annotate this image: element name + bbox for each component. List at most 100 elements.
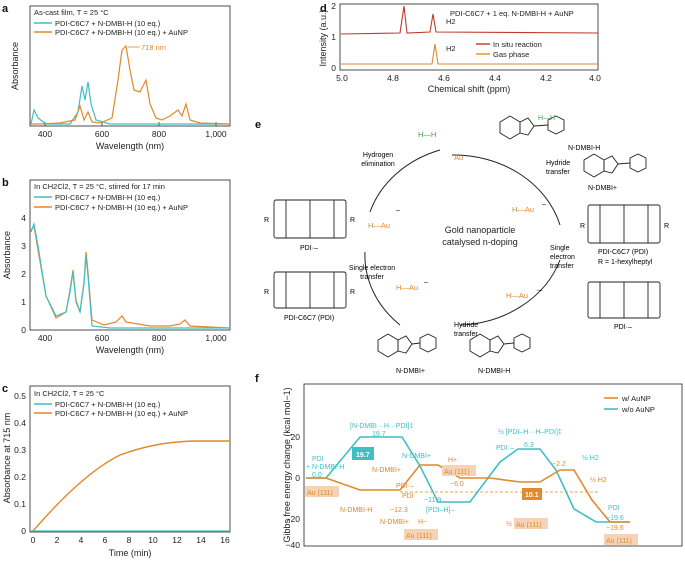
hydride-transfer-bottom-2: transfer <box>454 331 478 338</box>
f-teal-h2: ½ H2 <box>582 454 599 462</box>
pdi-left: R R PDI-C6C7 (PDI) <box>264 271 355 322</box>
pdi-right: R R PDI-C6C7 (PDI) R = 1-hexylheptyl <box>580 204 669 266</box>
ndmbi-h-bottom-label: N-DMBI-H <box>478 368 510 375</box>
panel-c: c Absorbance at 715 nm 0 0.1 0.2 0.3 0.4… <box>2 383 231 558</box>
au-h-top: H—Au <box>512 205 534 214</box>
panel-d-axes <box>339 3 599 71</box>
panel-c-xtick: 14 <box>196 535 206 545</box>
panel-d-xtick: 4.2 <box>540 73 552 83</box>
panel-b-legend-orange: PDI-C6C7 + N-DMBI-H (10 eq.) + AuNP <box>55 203 188 212</box>
panel-b-orange-curve <box>30 224 230 329</box>
panel-d-orange-curve <box>341 43 598 65</box>
pdi-right-r2: R <box>664 223 669 230</box>
ndmbi-plus-top-label: N-DMBI+ <box>588 185 617 192</box>
f-orange-h2: ½ H2 <box>590 476 607 484</box>
panel-a-legend-title: As-cast film, T = 25 °C <box>34 8 109 17</box>
panel-a-xtick: 400 <box>38 129 52 139</box>
panel-f-teal-path <box>306 436 630 523</box>
panel-e: e Gold nanoparticle catalysed n-doping H… <box>255 115 669 375</box>
panel-f-legend-orange: w/ AuNP <box>621 394 651 403</box>
panel-c-xtick: 2 <box>55 535 60 545</box>
au-h-right: H—Au <box>506 291 528 300</box>
f-orange-end-val: −19.6 <box>606 525 624 532</box>
f-orange-ndmbi-h: N-DMBI-H <box>340 507 372 514</box>
panel-b-legend-teal: PDI-C6C7 + N-DMBI-H (10 eq.) <box>55 193 161 202</box>
f-orange-h-plus: H+ <box>448 457 457 464</box>
panel-f-ytick: −40 <box>286 540 301 550</box>
panel-f-orange-path <box>306 464 630 523</box>
f-teal-pdi-h-val: −11.9 <box>424 497 441 504</box>
panel-d-xticks: 5.0 4.8 4.6 4.4 4.2 4.0 <box>336 73 601 83</box>
panel-c-xtick: 4 <box>79 535 84 545</box>
panel-a-axes <box>29 5 231 127</box>
panel-d-xtick: 4.0 <box>589 73 601 83</box>
panel-c-legend-title: In CH2Cl2, T = 25 °C <box>34 389 105 398</box>
panel-c-xtick: 10 <box>148 535 158 545</box>
panel-f-ytick: 20 <box>291 432 301 442</box>
panel-c-label: c <box>2 383 8 395</box>
panel-d-xtick: 4.4 <box>489 73 501 83</box>
au-h-top-charge: – <box>542 201 546 208</box>
hydride-transfer-top-1: Hydride <box>546 160 570 167</box>
panel-b-teal-curve <box>30 221 229 329</box>
panel-a-legend-teal: PDI-C6C7 + N-DMBI-H (10 eq.) <box>55 19 161 28</box>
panel-b-xtick: 800 <box>152 333 166 343</box>
panel-c-xlabel: Time (min) <box>109 548 152 558</box>
pdi-anion-left: R R PDI·– <box>264 199 355 252</box>
f-au111-low-box <box>404 529 438 540</box>
f-orange-ts-val: −2.2 <box>552 461 566 468</box>
panel-a-xtick: 1,000 <box>205 129 227 139</box>
hydrogen-elimination-2: elimination <box>361 161 395 168</box>
panel-b-ytick: 0 <box>21 325 26 335</box>
cycle-arc-bottom-left <box>364 251 401 326</box>
f-orange-ndmbi-plus: N-DMBI+ <box>372 467 401 474</box>
f-end-au: Au (111) <box>606 538 632 545</box>
f-au111-low: Au (111) <box>406 533 432 540</box>
f-orange-ts-label: ½ <box>506 520 512 528</box>
f-teal-start2: + N-DMBI-H <box>306 464 344 471</box>
f-teal-barrier: 19.7 <box>356 452 370 459</box>
cycle-arc-top-right <box>451 154 561 226</box>
f-orange-pdi: PDI <box>402 493 414 500</box>
pdi-right-label: PDI-C6C7 (PDI) <box>598 249 648 256</box>
au-h-bottom-left-charge: – <box>424 279 428 286</box>
panel-d-xtick: 4.8 <box>387 73 399 83</box>
ndmbi-h-top-label: N-DMBI-H <box>568 145 600 152</box>
f-au111-mid: Au (111) <box>444 469 470 476</box>
set-right-3: transfer <box>550 263 574 270</box>
set-right-1: Single <box>550 245 570 252</box>
panel-c-ytick: 0.4 <box>14 418 26 428</box>
f-ts-au-box <box>514 518 548 529</box>
pdi-right-rdef: R = 1-hexylheptyl <box>598 259 653 266</box>
ndmbi-h-top: H—H N-DMBI-H <box>499 115 600 152</box>
panel-f-ytick: −20 <box>286 514 301 524</box>
panel-c-orange-curve <box>32 440 229 532</box>
h2-molecule: H—H <box>418 130 436 139</box>
panel-b: b Absorbance 0 1 2 3 4 400 600 800 1,000… <box>2 177 231 355</box>
f-teal-end: PDI <box>608 505 620 512</box>
panel-d-h2-orange: H2 <box>446 44 456 53</box>
ndmbi-plus-top: N-DMBI+ <box>583 153 647 192</box>
panel-d-ytick: 0 <box>331 63 336 73</box>
f-teal-pdi-h: [PDI–H]– <box>426 507 455 514</box>
panel-d-xtick: 4.6 <box>438 73 450 83</box>
cycle-center-line1: Gold nanoparticle <box>445 225 516 235</box>
f-orange-low-val: −12.3 <box>390 507 408 514</box>
panel-b-xticks: 400 600 800 1,000 <box>38 333 227 343</box>
panel-f-axes <box>303 383 683 547</box>
hydride-transfer-top-2: transfer <box>546 169 570 176</box>
f-teal-ts2-val: 6.3 <box>524 442 534 449</box>
panel-c-ytick: 0.5 <box>14 391 26 401</box>
pdi-left-r: R <box>264 289 269 296</box>
panel-d-ytick: 1 <box>331 32 336 42</box>
panel-d-legend-red: In situ reaction <box>493 40 542 49</box>
panel-c-xticks: 0 2 4 6 8 10 12 14 16 <box>31 535 230 545</box>
panel-b-xlabel: Wavelength (nm) <box>96 345 164 355</box>
set-left-1: Single electron <box>349 265 395 272</box>
panel-c-ytick: 0.3 <box>14 445 26 455</box>
pdi-anion-right-label: PDI·– <box>614 324 632 331</box>
panel-c-xtick: 12 <box>172 535 182 545</box>
pdi-right-r: R <box>580 223 585 230</box>
panel-c-ytick: 0 <box>21 526 26 536</box>
panel-d-label: d <box>320 3 327 15</box>
